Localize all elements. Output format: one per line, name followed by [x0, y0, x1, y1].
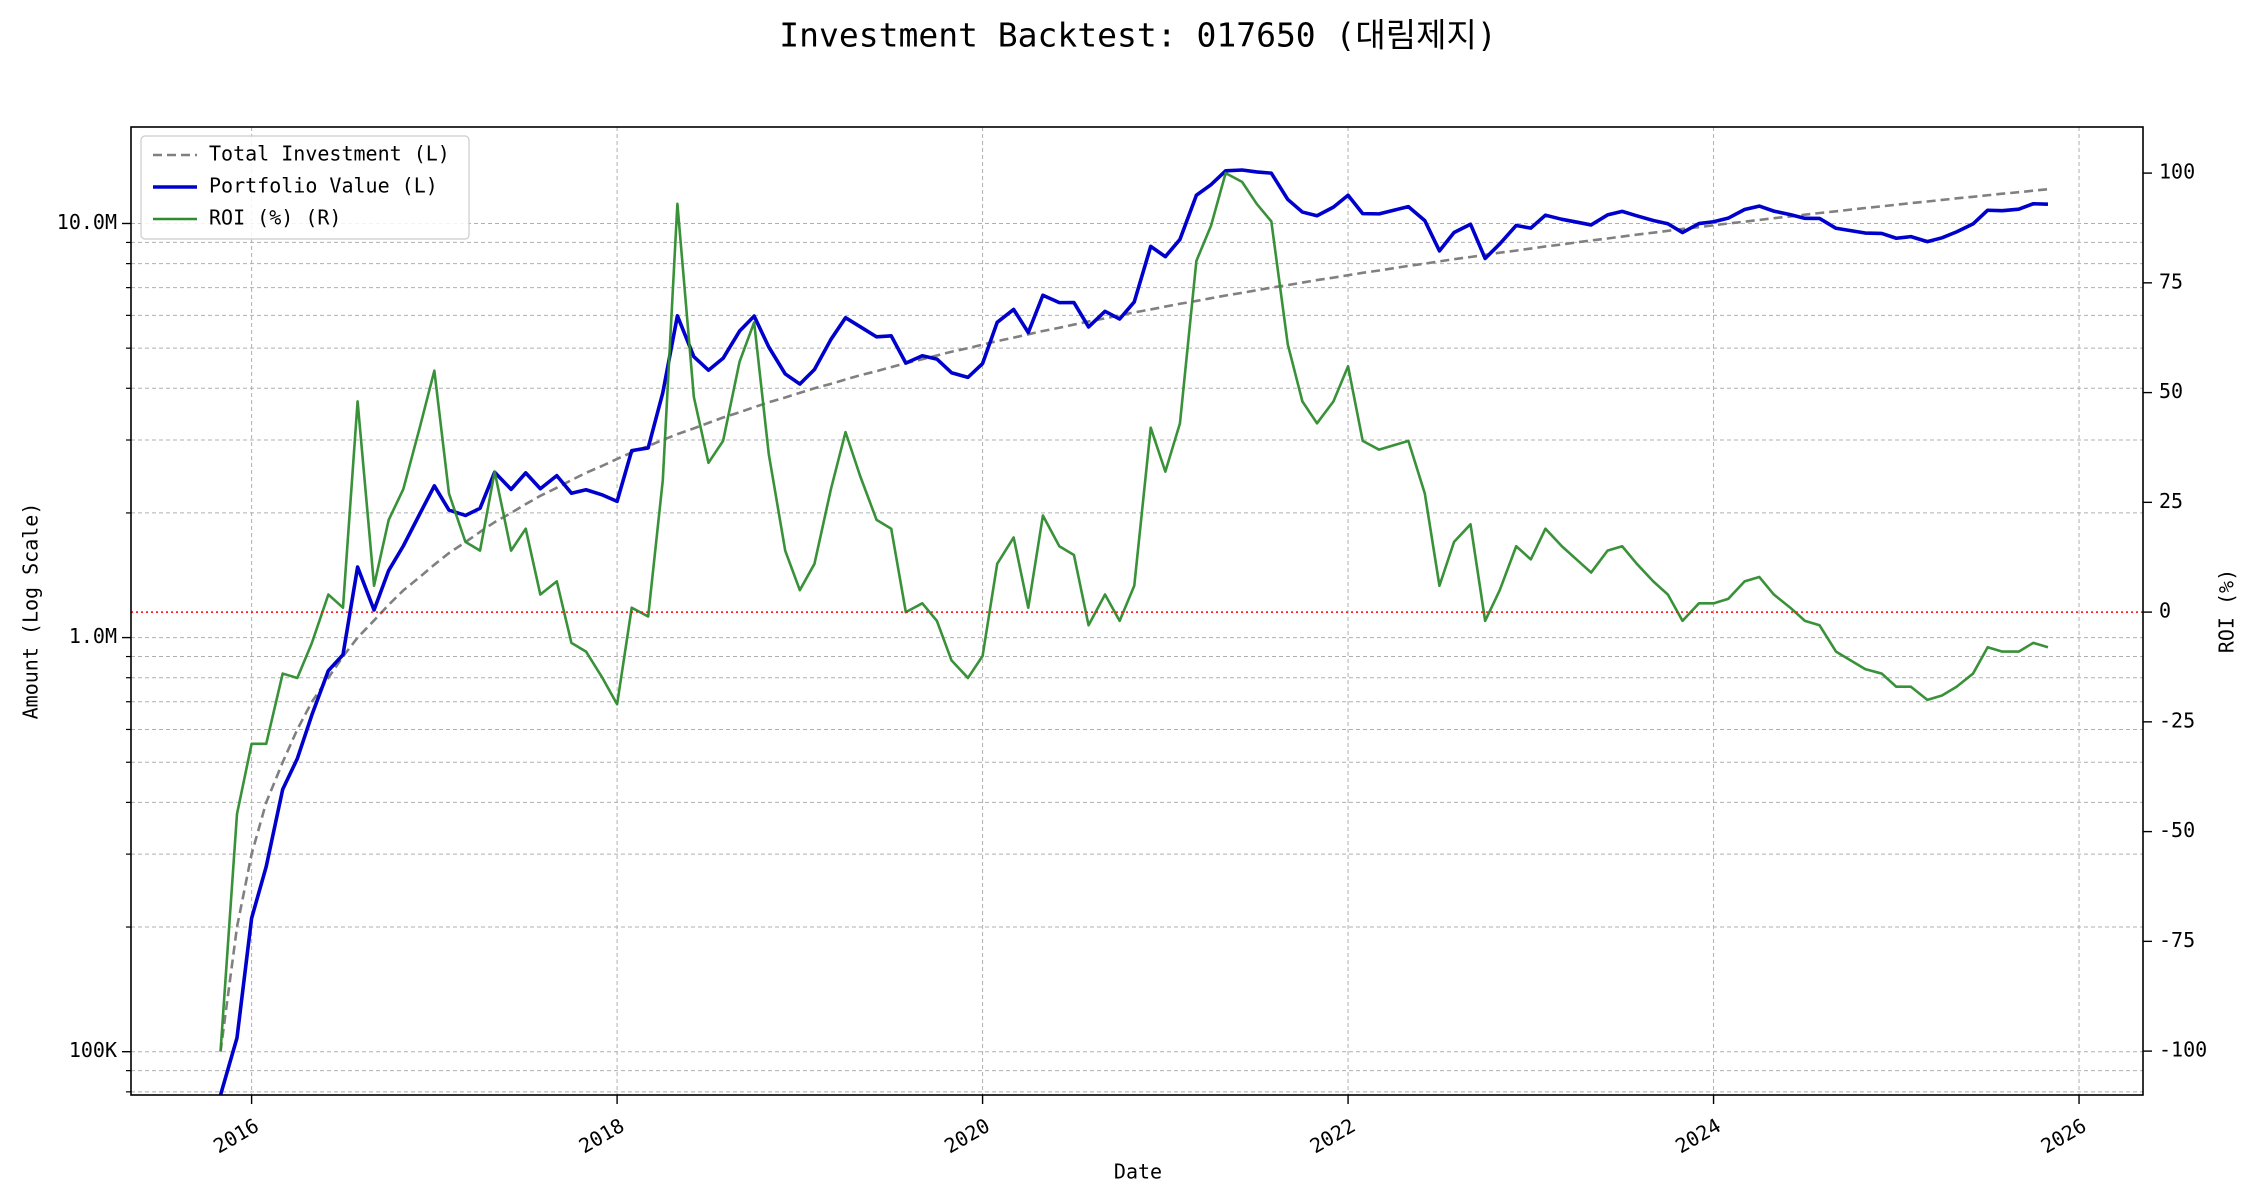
y2-tick-label: -25: [2159, 708, 2195, 732]
y2-tick-label: -50: [2159, 818, 2195, 842]
x-tick-label: 2020: [940, 1113, 994, 1158]
y-tick-label: 100K: [69, 1038, 117, 1062]
y2-axis-label: ROI (%): [2215, 569, 2239, 653]
y2-tick-label: -100: [2159, 1038, 2207, 1062]
legend: Total Investment (L) Portfolio Value (L) R…: [140, 135, 470, 240]
y-axis-label: Amount (Log Scale): [19, 503, 43, 720]
y2-tick-label: 100: [2159, 160, 2195, 184]
x-axis-label: Date: [1114, 1160, 1162, 1184]
y2-tick-label: 0: [2159, 599, 2171, 623]
y2-tick-label: 50: [2159, 379, 2183, 403]
x-tick-label: 2022: [1306, 1113, 1360, 1158]
series-line: [218, 168, 2049, 1096]
chart-title: Investment Backtest: 017650 (대림제지): [779, 16, 1496, 55]
y2-tick-label: 75: [2159, 269, 2183, 293]
x-tick-label: 2018: [575, 1113, 629, 1158]
y2-tick-label: -75: [2159, 928, 2195, 952]
y2-tick-label: 25: [2159, 489, 2183, 513]
x-tick-label: 2024: [1671, 1113, 1725, 1158]
y-tick-label: 1.0M: [69, 624, 117, 648]
y-tick-label: 10.0M: [57, 210, 117, 234]
legend-label: Total Investment (L): [209, 142, 450, 166]
legend-box: [140, 135, 470, 240]
x-tick-label: 2016: [209, 1113, 263, 1158]
series-line: [219, 171, 2049, 1052]
x-tick-label: 2026: [2037, 1113, 2091, 1158]
plot-frame: [130, 126, 2144, 1096]
legend-label: Portfolio Value (L): [209, 174, 438, 198]
series-line: [219, 187, 2049, 1052]
legend-label: ROI (%) (R): [209, 206, 341, 230]
